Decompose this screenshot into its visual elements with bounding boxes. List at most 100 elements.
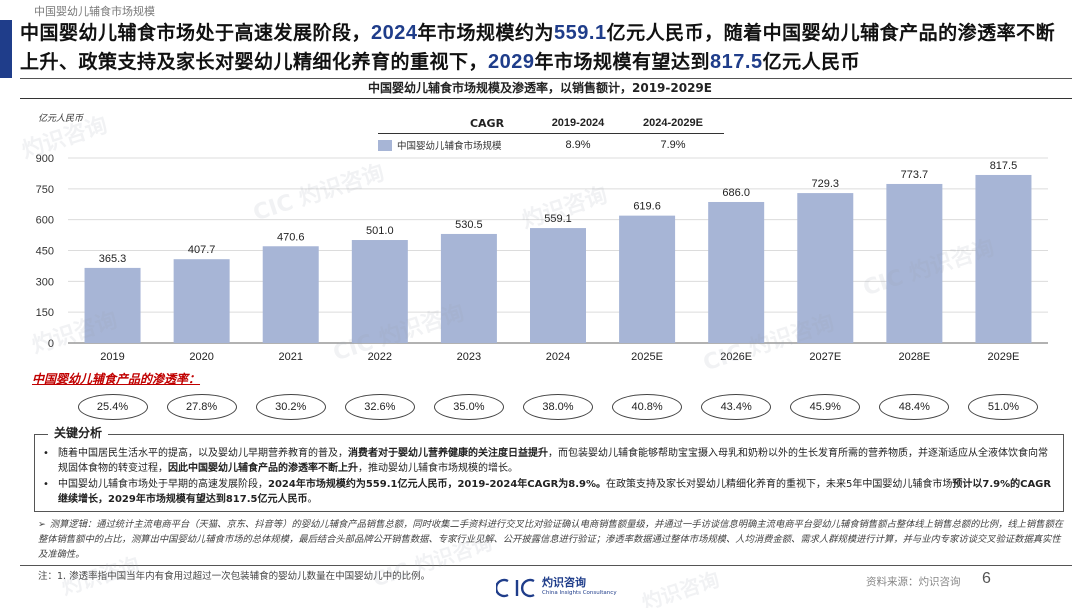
bar-value-label: 559.1	[544, 213, 572, 225]
x-tick-label: 2026E	[720, 351, 752, 363]
x-tick-label: 2019	[100, 351, 124, 363]
y-tick-label: 0	[48, 338, 54, 350]
x-tick-label: 2029E	[988, 351, 1020, 363]
cagr-period: 2024-2029E	[643, 117, 703, 129]
headline-number: 2029	[488, 51, 535, 73]
cagr-table: CAGR 2019-2024 2024-2029E 中国婴幼儿辅食市场规模 8.…	[378, 113, 724, 155]
x-tick-label: 2022	[368, 351, 392, 363]
penetration-value: 27.8%	[166, 394, 237, 420]
logo-name: 灼识咨询	[542, 576, 586, 589]
bar	[84, 267, 141, 343]
legend: 中国婴幼儿辅食市场规模	[378, 138, 528, 152]
bar-value-label: 817.5	[990, 160, 1018, 172]
bar	[797, 193, 854, 343]
bar-value-label: 619.6	[633, 201, 661, 213]
headline-number: 817.5	[710, 51, 763, 73]
bar	[173, 259, 230, 343]
bar	[440, 233, 497, 343]
analysis-text: 中国婴幼儿辅食市场处于早期的高速发展阶段，	[58, 479, 268, 490]
analysis-text: ，推动婴幼儿辅食市场规模的增长。	[358, 463, 518, 474]
penetration-value: 51.0%	[968, 394, 1039, 420]
headline-number: 559.1	[554, 22, 607, 44]
analysis-text: ，而包装婴幼儿辅食能够帮助宝宝摄入母乳和奶粉以外的生长发育所需的营养物质，并逐渐…	[58, 448, 1048, 474]
bar	[530, 228, 586, 343]
logo-subtitle: China Insights Consultancy	[542, 590, 617, 596]
analysis-emphasis: 消费者对于婴幼儿营养健康的关注度日益提升	[348, 448, 548, 459]
penetration-value: 35.0%	[433, 394, 504, 420]
x-tick-label: 2024	[546, 351, 570, 363]
analysis-emphasis: 预计以7.9%的CAGR继续增长，2029年市场规模有望达到817.5亿元人民币	[58, 479, 1052, 505]
penetration-value: 48.4%	[879, 394, 950, 420]
headline-text: 年市场规模约为	[417, 22, 555, 44]
analysis-emphasis: 因此中国婴幼儿辅食产品的渗透率不断上升	[168, 463, 358, 474]
analysis-box	[34, 434, 1064, 512]
arrow-icon: ➢	[38, 519, 46, 530]
penetration-value: 43.4%	[701, 394, 772, 420]
bar-value-label: 530.5	[455, 219, 483, 231]
legend-swatch	[378, 140, 392, 151]
footnote: 注：1. 渗透率指中国当年内有食用过超过一次包装辅食的婴幼儿数量在中国婴幼儿中的…	[38, 571, 431, 582]
analysis-text: 在政策支持及家长对婴幼儿精细化养育的重视下，未来5年中国婴幼儿辅食市场	[606, 479, 953, 490]
penetration-value: 45.9%	[790, 394, 861, 420]
analysis-bullet: 中国婴幼儿辅食市场处于早期的高速发展阶段，2024年市场规模约为559.1亿元人…	[43, 477, 1057, 507]
penetration-value: 40.8%	[612, 394, 683, 420]
cic-logo: 灼识咨询 China Insights Consultancy	[496, 577, 617, 599]
bar	[886, 183, 943, 343]
analysis-text: 。	[307, 494, 318, 505]
bar-value-label: 686.0	[722, 187, 750, 199]
y-tick-label: 300	[36, 276, 54, 288]
penetration-label: 中国婴幼儿辅食产品的渗透率：	[32, 372, 201, 386]
headline-number: 2024	[371, 22, 418, 44]
bar	[351, 240, 408, 343]
y-tick-label: 600	[36, 215, 54, 227]
penetration-row: 25.4% 27.8% 30.2% 32.6% 35.0% 38.0% 40.8% 43.4%…	[0, 393, 1080, 425]
analysis-text: 随着中国居民生活水平的提高，以及婴幼儿早期营养教育的普及，	[58, 448, 348, 459]
analysis-title: 关键分析	[48, 424, 109, 441]
watermark: 灼识咨询	[638, 567, 723, 608]
penetration-value: 38.0%	[523, 394, 593, 420]
y-tick-label: 900	[36, 153, 54, 165]
legend-label: 中国婴幼儿辅食市场规模	[397, 140, 502, 152]
penetration-value: 25.4%	[77, 394, 148, 420]
divider	[20, 78, 1072, 79]
headline-text: 中国婴幼儿辅食市场处于高速发展阶段，	[20, 22, 372, 44]
source: 资料来源：灼识咨询	[866, 576, 961, 588]
bar-value-label: 407.7	[188, 244, 216, 256]
bar-value-label: 365.3	[99, 253, 127, 265]
x-tick-label: 2021	[278, 351, 302, 363]
section-title: 中国婴幼儿辅食市场规模	[34, 5, 155, 18]
x-tick-label: 2020	[189, 351, 213, 363]
bar-chart: 0 150 300 450 600 750 900 365.3 2019 407.7 2020 470…	[36, 153, 1048, 363]
analysis-bullet: 随着中国居民生活水平的提高，以及婴幼儿早期营养教育的普及，消费者对于婴幼儿营养健…	[43, 446, 1057, 476]
bar-value-label: 470.6	[277, 231, 305, 243]
x-tick-label: 2027E	[809, 351, 841, 363]
headline-text: 亿元人民币，随着中国婴幼儿辅食产品的渗透率不断上升、政策支持及家长对婴幼儿精细化…	[20, 22, 1056, 73]
methodology: ➢ 测算逻辑：通过统计主流电商平台（天猫、京东、抖音等）的婴幼儿辅食产品销售总额，…	[38, 517, 1068, 562]
headline: 中国婴幼儿辅食市场处于高速发展阶段，2024年市场规模约为559.1亿元人民币，…	[20, 19, 1070, 77]
x-tick-label: 2025E	[631, 351, 663, 363]
penetration-value: 30.2%	[255, 394, 326, 420]
divider	[20, 565, 1072, 566]
penetration-value: 32.6%	[344, 394, 415, 420]
bar	[262, 246, 319, 343]
y-tick-label: 150	[36, 307, 54, 319]
methodology-text: 测算逻辑：通过统计主流电商平台（天猫、京东、抖音等）的婴幼儿辅食产品销售总额，同…	[38, 519, 1064, 560]
cagr-value: 7.9%	[660, 138, 686, 151]
bar-value-label: 501.0	[366, 225, 394, 237]
divider	[20, 98, 1072, 99]
chart-title: 中国婴幼儿辅食市场规模及渗透率，以销售额计，2019-2029E	[368, 81, 712, 95]
y-tick-label: 450	[36, 246, 54, 258]
cic-logo-icon	[496, 578, 535, 598]
bar-value-label: 729.3	[812, 178, 840, 190]
y-tick-label: 750	[36, 184, 54, 196]
bar	[975, 174, 1032, 343]
cagr-period: 2019-2024	[551, 117, 605, 129]
analysis-emphasis: 2024年市场规模约为559.1亿元人民币，2019-2024年CAGR为8.9…	[268, 479, 606, 490]
accent-bar	[0, 20, 12, 78]
x-tick-label: 2028E	[898, 351, 930, 363]
x-tick-label: 2023	[457, 351, 481, 363]
cagr-header: CAGR	[469, 116, 505, 130]
cagr-header-row: CAGR 2019-2024 2024-2029E	[378, 113, 724, 134]
headline-text: 年市场规模有望达到	[534, 51, 711, 73]
bar	[619, 215, 676, 343]
